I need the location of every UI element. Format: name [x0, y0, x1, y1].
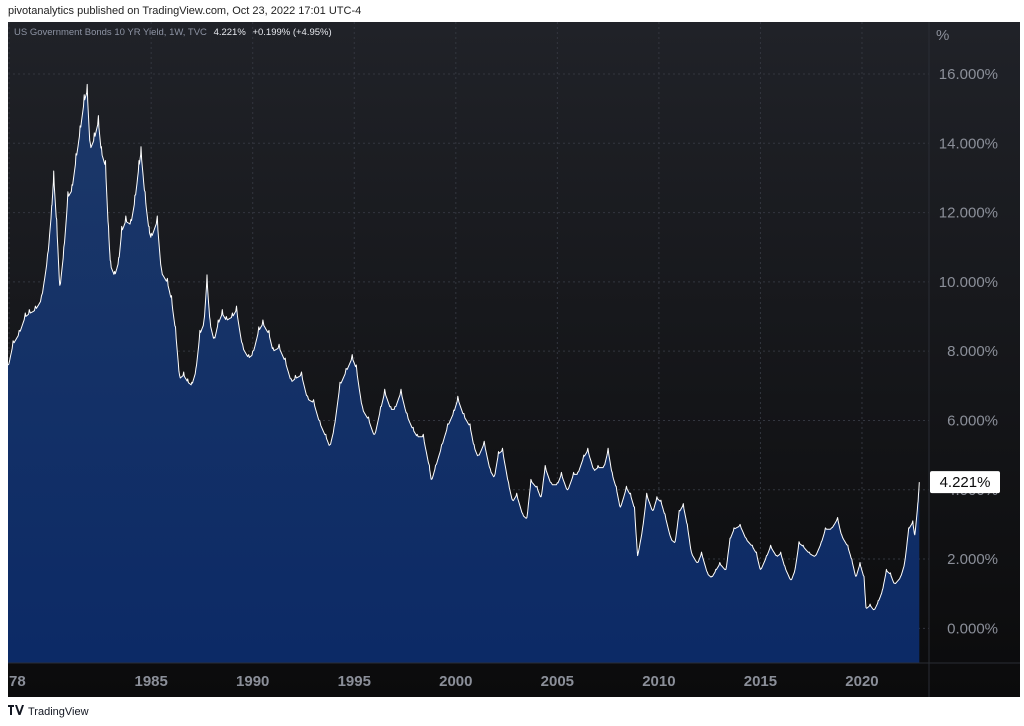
x-tick-label: 2010: [642, 673, 675, 690]
symbol-name: US Government Bonds 10 YR Yield, 1W, TVC: [14, 27, 207, 38]
tradingview-footer[interactable]: TradingView: [8, 705, 89, 718]
y-tick-label: 2.000%: [947, 551, 998, 568]
x-tick-label: 2015: [744, 673, 777, 690]
tradingview-brand: TradingView: [28, 705, 89, 718]
y-tick-label: 12.000%: [939, 205, 998, 222]
y-tick-label: 6.000%: [947, 412, 998, 429]
x-tick-label: 2000: [439, 673, 472, 690]
current-price-label: 4.221%: [930, 471, 1000, 494]
publisher-header: pivotanalytics published on TradingView.…: [8, 5, 362, 17]
svg-text:4.221%: 4.221%: [940, 474, 991, 491]
y-tick-label: 14.000%: [939, 135, 998, 152]
price-axis[interactable]: 16.000% 14.000% 12.000% 10.000% 8.000% 6.000%…: [939, 66, 998, 637]
y-axis-unit-label: %: [936, 27, 949, 44]
symbol-legend[interactable]: US Government Bonds 10 YR Yield, 1W, TVC…: [14, 27, 332, 38]
y-tick-label: 10.000%: [939, 274, 998, 291]
x-tick-label: 78: [9, 673, 26, 690]
y-tick-label: 8.000%: [947, 343, 998, 360]
tradingview-logo-icon: [8, 705, 24, 718]
y-tick-label: 0.000%: [947, 620, 998, 637]
chart-area[interactable]: 16.000% 14.000% 12.000% 10.000% 8.000% 6.000%…: [8, 22, 1020, 697]
yield-series-line: [8, 83, 920, 611]
y-tick-label: 16.000%: [939, 66, 998, 83]
x-tick-label: 1995: [338, 673, 371, 690]
change-value: +0.199% (+4.95%): [252, 27, 332, 38]
yield-area-fill: [8, 84, 920, 663]
x-tick-label: 1990: [236, 673, 269, 690]
x-tick-label: 1985: [134, 673, 167, 690]
x-tick-label: 2020: [845, 673, 878, 690]
x-tick-label: 2005: [541, 673, 574, 690]
last-value: 4.221%: [213, 27, 246, 38]
time-axis[interactable]: 78 1985 1990 1995 2000 2005 2010 2015 2020: [9, 673, 879, 690]
chart-svg[interactable]: 16.000% 14.000% 12.000% 10.000% 8.000% 6.000%…: [8, 22, 1020, 697]
